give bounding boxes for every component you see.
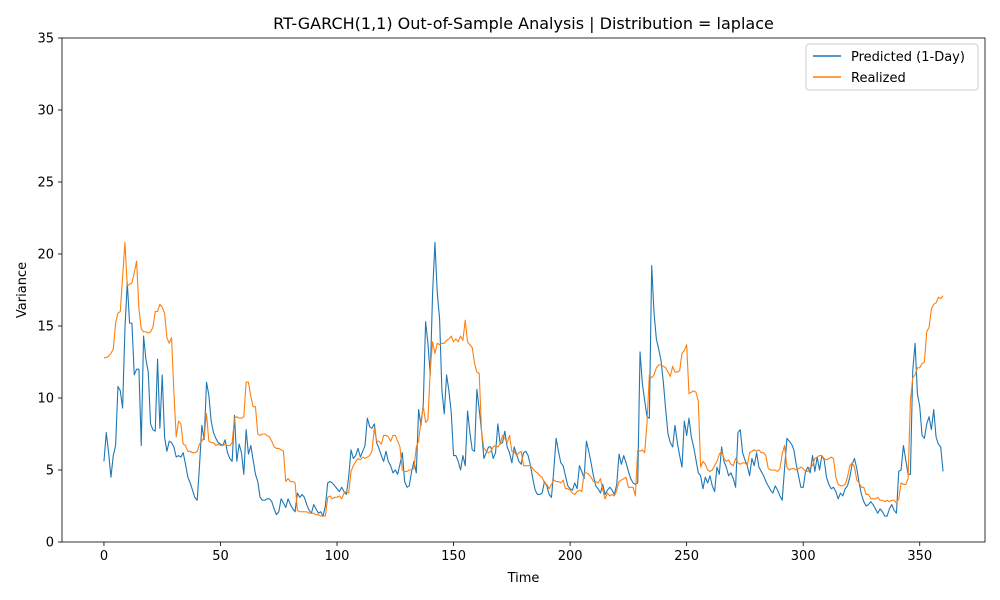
legend-label-predicted: Predicted (1-Day) xyxy=(851,50,965,65)
x-tick-label: 0 xyxy=(100,549,108,564)
y-tick-label: 25 xyxy=(37,176,54,191)
y-axis: 0 5 10 15 20 25 30 35 xyxy=(37,32,62,551)
plot-area xyxy=(61,37,986,543)
series-layer xyxy=(103,241,944,517)
y-tick-label: 15 xyxy=(37,320,54,335)
x-tick-label: 350 xyxy=(907,549,932,564)
plot-background xyxy=(62,38,985,542)
x-tick-label: 300 xyxy=(791,549,816,564)
x-axis: 0 50 100 150 200 250 300 350 xyxy=(100,542,932,564)
y-axis-title: Variance xyxy=(15,262,30,318)
series-line-realized xyxy=(103,241,944,517)
chart-title: RT-GARCH(1,1) Out-of-Sample Analysis | D… xyxy=(273,14,774,33)
x-tick-label: 250 xyxy=(674,549,699,564)
legend: Predicted (1-Day) Realized xyxy=(805,43,979,91)
x-axis-title: Time xyxy=(507,571,540,586)
x-tick-label: 100 xyxy=(325,549,350,564)
x-tick-label: 150 xyxy=(441,549,466,564)
x-tick-label: 50 xyxy=(212,549,229,564)
y-tick-label: 30 xyxy=(37,104,54,119)
series-line-predicted xyxy=(103,241,944,517)
y-tick-label: 10 xyxy=(37,392,54,407)
axes-frame xyxy=(61,37,986,543)
y-tick-label: 5 xyxy=(46,464,54,479)
legend-label-realized: Realized xyxy=(851,71,906,86)
y-tick-label: 20 xyxy=(37,248,54,263)
legend-box xyxy=(805,43,979,91)
y-tick-label: 35 xyxy=(37,32,54,47)
x-tick-label: 200 xyxy=(558,549,583,564)
y-tick-label: 0 xyxy=(46,536,54,551)
